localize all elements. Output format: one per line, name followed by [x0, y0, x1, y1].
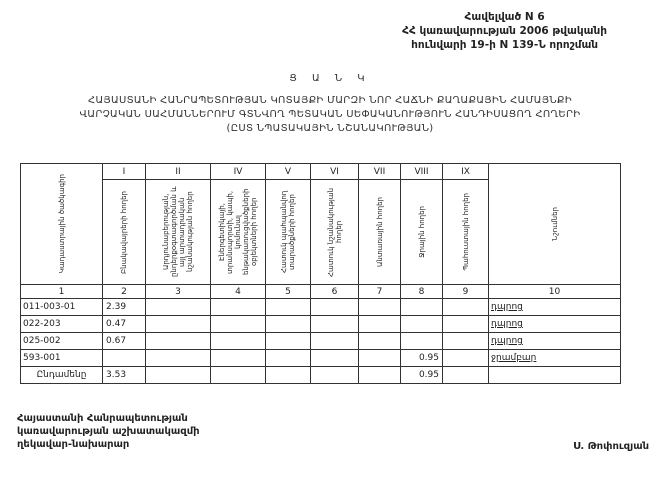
header-forest-lands: Անտառային հողեր	[358, 179, 401, 285]
table-row: 025-002 0.67 դպրոց	[20, 332, 621, 350]
header-water-lands: Ջրային հողեր	[400, 179, 443, 285]
header-cadastral-code: Կադաստրային ծածկագիր	[20, 163, 103, 285]
note: դպրոց	[488, 332, 621, 350]
cadastral-code: 593-001	[20, 349, 103, 367]
roman-5: V	[265, 163, 311, 180]
table-row: 011-003-01 2.39 դպրոց	[20, 298, 621, 316]
col-number: 8	[400, 284, 443, 299]
col-number: 7	[358, 284, 401, 299]
header-energy-lands: Էներգետիկայի, տրանսպորտի, կապի, կոմունալ…	[210, 179, 266, 285]
col-number: 1	[20, 284, 103, 299]
total-settlement-area: 3.53	[102, 366, 146, 384]
annex-number: Հավելված N 6	[464, 11, 545, 23]
col-number: 6	[310, 284, 359, 299]
header-settlement-lands: Բնակավայրերի հողեր	[102, 179, 146, 285]
table-row: 022-203 0.47 դպրոց	[20, 315, 621, 333]
water-area	[400, 298, 443, 316]
cadastral-code: 011-003-01	[20, 298, 103, 316]
col-number: 5	[265, 284, 311, 299]
column-number-row: 1 2 3 4 5 6 7 8 9 10	[20, 284, 621, 299]
annex-decision-date: հունվարի 19-ի N 139-Ն որոշման	[411, 39, 599, 51]
col-number: 10	[488, 284, 621, 299]
title-line-3: (ԸՍՏ ՆՊԱՏԱԿԱՅԻՆ ՆՇԱՆԱԿՈՒԹՅԱՆ)	[226, 123, 434, 134]
list-heading: Ց Ա Ն Կ	[289, 73, 371, 84]
total-row: Ընդամենը 3.53 0.95	[20, 366, 621, 384]
cadastral-code: 025-002	[20, 332, 103, 350]
signer-line: կառավարության աշխատակազմի	[17, 426, 200, 437]
roman-2: II	[145, 163, 211, 180]
settlement-area	[102, 349, 146, 367]
water-area	[400, 332, 443, 350]
col-number: 9	[442, 284, 489, 299]
title-line-1: ՀԱՅԱՍՏԱՆԻ ՀԱՆՐԱՊԵՏՈՒԹՅԱՆ ԿՈՏԱՅՔԻ ՄԱՐԶԻ Ն…	[88, 95, 572, 106]
total-water-area: 0.95	[400, 366, 443, 384]
col-number: 4	[210, 284, 266, 299]
header-reserve-lands: Պահուստային հողեր	[442, 179, 489, 285]
note: դպրոց	[488, 298, 621, 316]
water-area	[400, 315, 443, 333]
header-industrial-lands: Արդյունաբերության, ընդերքօգտագործման և ա…	[145, 179, 211, 285]
signer-line: Հայաստանի Հանրապետության	[17, 413, 188, 424]
annex-reference: Հավելված N 6 ՀՀ կառավարության 2006 թվակա…	[402, 10, 607, 52]
signature-name: Ս. Թոփուզյան	[573, 441, 649, 452]
note: ջրամբար	[488, 349, 621, 367]
signer-line: ղեկավար-նախարար	[17, 439, 130, 450]
col-number: 2	[102, 284, 146, 299]
land-table: Կադաստրային ծածկագիր I II IV V VI VII VI…	[20, 163, 621, 384]
note: դպրոց	[488, 315, 621, 333]
roman-4: IV	[210, 163, 266, 180]
total-label: Ընդամենը	[20, 366, 103, 384]
annex-decision-line: ՀՀ կառավարության 2006 թվականի	[402, 25, 607, 37]
roman-7: VII	[358, 163, 401, 180]
header-special-lands: Հատուկ նշանակության հողեր	[310, 179, 359, 285]
cadastral-code: 022-203	[20, 315, 103, 333]
water-area: 0.95	[400, 349, 443, 367]
table-row: 593-001 0.95 ջրամբար	[20, 349, 621, 367]
settlement-area: 0.47	[102, 315, 146, 333]
settlement-area: 0.67	[102, 332, 146, 350]
roman-8: VIII	[400, 163, 443, 180]
settlement-area: 2.39	[102, 298, 146, 316]
col-number: 3	[145, 284, 211, 299]
title-line-2: ՎԱՐՉԱԿԱՆ ՍԱՀՄԱՆՆԵՐՈՒՄ ԳՏՆՎՈՂ ՊԵՏԱԿԱՆ ՍԵՓ…	[79, 109, 581, 120]
roman-6: VI	[310, 163, 359, 180]
document-title: Ց Ա Ն Կ ՀԱՅԱՍՏԱՆԻ ՀԱՆՐԱՊԵՏՈՒԹՅԱՆ ԿՈՏԱՅՔԻ…	[30, 72, 630, 136]
roman-1: I	[102, 163, 146, 180]
signer-title: Հայաստանի Հանրապետության կառավարության ա…	[17, 412, 200, 451]
header-protected-lands: Հատուկ պահպանվող տարածքների հողեր	[265, 179, 311, 285]
header-notes: Նշումներ	[488, 163, 621, 285]
roman-9: IX	[442, 163, 489, 180]
